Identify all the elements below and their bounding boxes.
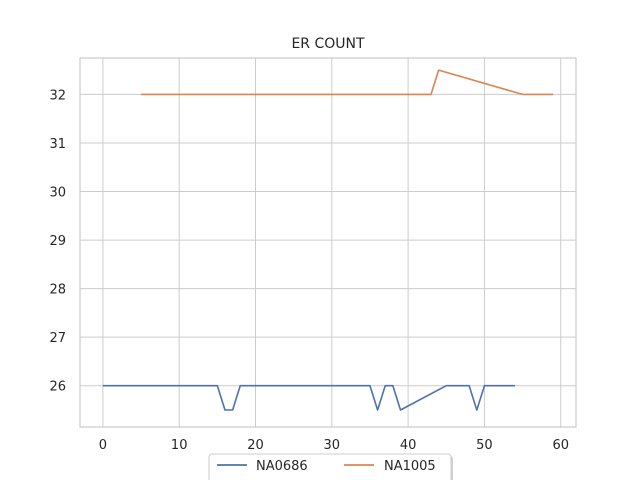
x-tick-label-40: 40 bbox=[400, 438, 417, 453]
x-tick-label-20: 20 bbox=[247, 438, 264, 453]
y-tick-label-30: 30 bbox=[49, 186, 66, 201]
y-axis: 26 27 28 29 30 31 32 bbox=[49, 88, 66, 394]
x-tick-label-10: 10 bbox=[171, 438, 188, 453]
x-tick-label-60: 60 bbox=[552, 438, 569, 453]
legend-box bbox=[208, 453, 452, 480]
x-tick-label-50: 50 bbox=[476, 438, 493, 453]
legend-label-na0686: NA0686 bbox=[256, 459, 308, 474]
y-tick-label-32: 32 bbox=[49, 88, 66, 103]
x-axis: 0 10 20 30 40 50 60 bbox=[99, 438, 569, 453]
chart-title: ER COUNT bbox=[291, 36, 365, 52]
y-tick-label-28: 28 bbox=[49, 283, 66, 298]
series-group bbox=[102, 69, 554, 411]
y-tick-label-26: 26 bbox=[49, 380, 66, 395]
plot-frame bbox=[79, 57, 577, 428]
y-tick-label-29: 29 bbox=[49, 234, 66, 249]
x-tick-label-30: 30 bbox=[324, 438, 341, 453]
x-tick-label-0: 0 bbox=[99, 438, 107, 453]
legend: NA0686 NA1005 bbox=[208, 453, 453, 480]
series-line-na0686 bbox=[102, 384, 515, 411]
series-line-na1005 bbox=[141, 69, 554, 96]
y-tick-label-31: 31 bbox=[49, 137, 66, 152]
legend-label-na1005: NA1005 bbox=[384, 459, 436, 474]
y-tick-label-27: 27 bbox=[49, 331, 66, 346]
